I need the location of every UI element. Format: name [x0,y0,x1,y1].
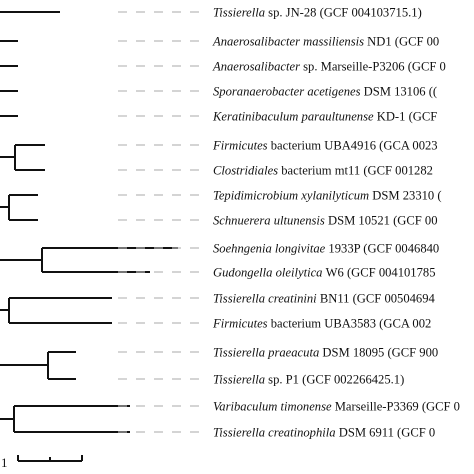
leaf-strain: P1 [286,373,302,387]
leaf-label: Clostridiales bacterium mt11 (GCF 001282 [213,164,433,178]
leaf-species: creatinini [268,292,320,306]
leaf-label: Schnuerera ultunensis DSM 10521 (GCF 00 [213,214,438,228]
leaf-strain: JN-28 [286,6,320,20]
leaf-accession: (GCF 0046840 [363,242,439,256]
leaf-strain: 1933P [328,242,363,256]
leaf-label: Tissierella creatinini BN11 (GCF 0050469… [213,292,436,306]
leaf-strain: DSM 10521 [328,214,393,228]
leaf-label: Firmicutes bacterium UBA4916 (GCA 0023 [212,139,438,153]
leaf-strain: DSM 23310 [372,189,437,203]
leaf-species: longivitae [275,242,329,256]
leaf-accession: (GCA 0023 [379,139,437,153]
leaf-genus: Tepidimicrobium [213,189,301,203]
leaf-species: sp. [268,373,286,387]
leaf-accession: (GCF 00504694 [353,292,436,306]
leaf-accession: (GCF 0 [422,400,460,414]
leaf-accession: (GCF [409,110,438,124]
leaf-genus: Anaerosalibacter [212,60,303,74]
leaf-genus: Sporanaerobacter [213,85,307,99]
leaf-genus: Anaerosalibacter [212,35,303,49]
leaf-species: xylanilyticum [300,189,372,203]
leaf-species: creatinophila [268,426,339,440]
leaf-accession: (GCF 0 [397,426,435,440]
leaf-genus: Clostridiales [213,164,281,178]
leader-dashes [118,11,205,433]
leaf-accession: (GCF 004103715.1) [320,6,422,20]
leaf-genus: Firmicutes [212,317,271,331]
leaf-accession: (GCF 001282 [363,164,433,178]
leaf-genus: Soehngenia [213,242,275,256]
leaf-species: sp. [303,60,321,74]
leaf-species: sp. [268,6,286,20]
leaf-genus: Tissierella [213,373,268,387]
leaf-genus: Tissierella [213,346,268,360]
leaf-strain: DSM 18095 [322,346,387,360]
leaf-label: Tepidimicrobium xylanilyticum DSM 23310 … [213,189,442,203]
leaf-species: bacterium [281,164,335,178]
leaf-species: timonense [281,400,335,414]
leaf-genus: Varibaculum [213,400,281,414]
leaf-strain: W6 [326,266,347,280]
leaf-strain: Marseille-P3206 [321,60,408,74]
leaf-accession: (GCF 00 [395,35,439,49]
leaf-label: Tissierella creatinophila DSM 6911 (GCF … [213,426,435,440]
leaf-label: Varibaculum timonense Marseille-P3369 (G… [213,400,460,414]
leaf-genus: Tissierella [213,292,268,306]
leaf-species: paraultunense [301,110,377,124]
leaf-genus: Firmicutes [212,139,271,153]
leaf-accession: (GCF 900 [387,346,438,360]
leaf-genus: Keratinibaculum [212,110,302,124]
leaf-label: Soehngenia longivitae 1933P (GCF 0046840 [213,242,439,256]
scale-bar: 1 [1,455,83,470]
leaf-strain: UBA4916 [324,139,379,153]
leaf-label: Tissierella sp. JN-28 (GCF 004103715.1) [213,6,422,20]
leaf-label: Gudongella oleilytica W6 (GCF 004101785 [213,266,436,280]
leaf-label: Tissierella praeacuta DSM 18095 (GCF 900 [213,346,438,360]
leaf-accession: ( [437,189,441,203]
leaf-genus: Schnuerera [213,214,274,228]
leaf-species: massiliensis [303,35,367,49]
leaf-strain: mt11 [335,164,364,178]
leaf-genus: Tissierella [213,426,268,440]
leaf-labels: Tissierella sp. JN-28 (GCF 004103715.1) A… [212,6,460,440]
leaf-label: Tissierella sp. P1 (GCF 002266425.1) [213,373,404,387]
leaf-label: Anaerosalibacter massiliensis ND1 (GCF 0… [212,35,439,49]
leaf-accession: (( [429,85,437,99]
leaf-accession: (GCF 002266425.1) [302,373,404,387]
leaf-species: praeacuta [267,346,322,360]
leaf-label: Anaerosalibacter sp. Marseille-P3206 (GC… [212,60,446,74]
leaf-strain: ND1 [367,35,395,49]
leaf-species: acetigenes [307,85,363,99]
leaf-strain: Marseille-P3369 [335,400,422,414]
leaf-strain: UBA3583 [324,317,379,331]
leaf-genus: Gudongella [213,266,276,280]
leaf-label: Keratinibaculum paraultunense KD-1 (GCF [212,110,437,124]
leaf-species: bacterium [271,317,325,331]
leaf-species: bacterium [271,139,325,153]
leaf-species: ultunensis [274,214,328,228]
leaf-strain: BN11 [320,292,353,306]
leaf-accession: (GCA 002 [379,317,431,331]
leaf-accession: (GCF 004101785 [347,266,436,280]
leaf-strain: KD-1 [377,110,409,124]
scale-bar-label: 1 [1,455,8,470]
leaf-species: oleilytica [276,266,326,280]
leaf-label: Firmicutes bacterium UBA3583 (GCA 002 [212,317,431,331]
leaf-genus: Tissierella [213,6,268,20]
leaf-strain: DSM 6911 [339,426,397,440]
leaf-accession: (GCF 0 [408,60,446,74]
leaf-accession: (GCF 00 [393,214,437,228]
leaf-label: Sporanaerobacter acetigenes DSM 13106 (( [213,85,437,99]
tree-branches [0,11,178,433]
leaf-strain: DSM 13106 [364,85,429,99]
